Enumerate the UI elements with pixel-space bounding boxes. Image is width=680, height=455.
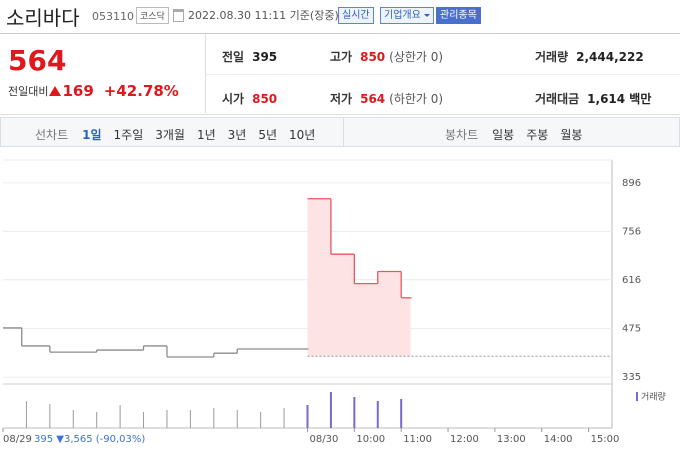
area-fill xyxy=(307,198,411,357)
tab[interactable]: 1주일 xyxy=(113,128,144,142)
stat-label: 거래량 xyxy=(535,50,569,64)
tab[interactable]: 5년 xyxy=(258,128,278,142)
up-arrow xyxy=(49,86,62,96)
change-percent: +42.78% xyxy=(103,82,179,100)
stat-label: 시가 xyxy=(222,92,245,106)
y-tick-label: 475 xyxy=(622,324,641,335)
tab[interactable]: 1일 xyxy=(82,128,102,142)
stat-label: 전일 xyxy=(222,50,245,64)
chart: 896 756 616 475 335 08/29 08/30 10:00 11:00 12:00… xyxy=(2,159,666,445)
divider xyxy=(206,74,680,75)
stat-value: 2,444,222 xyxy=(576,50,644,64)
legend-swatch xyxy=(636,392,638,401)
candle-tabs: 봉차트 일봉 주봉 월봉 xyxy=(445,124,594,143)
tab-group-label: 봉차트 xyxy=(445,128,479,142)
company-button[interactable]: 기업개요 xyxy=(380,7,434,24)
tab[interactable]: 3개월 xyxy=(155,128,185,142)
tab[interactable]: 3년 xyxy=(227,128,247,142)
line-tabs: 선차트 1일 1주일 3개월 1년 3년 5년 10년 xyxy=(35,124,327,143)
stat-value: 564 xyxy=(360,92,386,106)
x-tick-label: 11:00 xyxy=(403,434,432,445)
stat-note: (하한가 0) xyxy=(389,92,444,106)
stat: 거래량 2,444,222 xyxy=(535,46,644,65)
x-tick-label: 08/29 xyxy=(3,434,32,445)
managed-button[interactable]: 관리종목 xyxy=(436,7,481,24)
tab-group-label: 선차트 xyxy=(35,128,69,142)
stock-name: 소리바다 xyxy=(6,6,80,30)
y-tick-label: 616 xyxy=(622,275,641,286)
tab[interactable]: 1년 xyxy=(196,128,216,142)
x-tick-label: 12:00 xyxy=(450,434,479,445)
change-value: 169 xyxy=(62,82,94,100)
calendar-icon xyxy=(173,9,184,22)
caret xyxy=(423,14,430,20)
stat: 시가 850 xyxy=(222,88,277,107)
stat-value: 850 xyxy=(252,92,278,106)
stat: 거래대금 1,614 백만 xyxy=(535,88,651,107)
stat: 저가 564 (하한가 0) xyxy=(330,88,443,107)
x-tick-label: 14:00 xyxy=(544,434,573,445)
y-tick-label: 756 xyxy=(622,226,641,237)
stat: 고가 850 (상한가 0) xyxy=(330,46,443,65)
tab[interactable]: 주봉 xyxy=(526,128,549,142)
stat-label: 거래대금 xyxy=(535,92,580,106)
x-tick-label: 08/30 xyxy=(310,434,339,445)
stat-value: 395 xyxy=(252,50,278,64)
tab[interactable]: 일봉 xyxy=(492,128,515,142)
stat-label: 저가 xyxy=(330,92,353,106)
divider xyxy=(343,118,344,146)
tab-bar xyxy=(0,117,680,147)
stat-label: 고가 xyxy=(330,50,353,64)
market-badge: 코스닥 xyxy=(136,7,169,24)
price-panel xyxy=(0,33,680,115)
tab[interactable]: 10년 xyxy=(289,128,316,142)
y-tick-label: 335 xyxy=(622,372,641,383)
realtime-button[interactable]: 실시간 xyxy=(338,7,374,24)
stat-value: 1,614 백만 xyxy=(587,92,652,106)
change-row: 전일대비 169 +42.78% xyxy=(8,82,179,100)
x-tick-label: 10:00 xyxy=(356,434,385,445)
x-tick-label: 13:00 xyxy=(497,434,526,445)
timestamp: 2022.08.30 11:11 기준(장중) xyxy=(188,9,339,22)
current-price: 564 xyxy=(8,44,67,77)
footnote: 395 ▼3,565 (-90,03%) xyxy=(34,434,145,445)
stat-note: (상한가 0) xyxy=(389,50,444,64)
x-tick-label: 15:00 xyxy=(591,434,620,445)
stat-value: 850 xyxy=(360,50,386,64)
stat: 전일 395 xyxy=(222,46,277,65)
company-button-label: 기업개요 xyxy=(384,10,421,21)
stock-code: 053110 xyxy=(92,10,134,23)
tab[interactable]: 월봉 xyxy=(560,128,583,142)
legend-label: 거래량 xyxy=(641,391,666,403)
y-tick-label: 896 xyxy=(622,178,641,189)
change-label: 전일대비 xyxy=(8,85,49,98)
divider xyxy=(205,34,206,113)
